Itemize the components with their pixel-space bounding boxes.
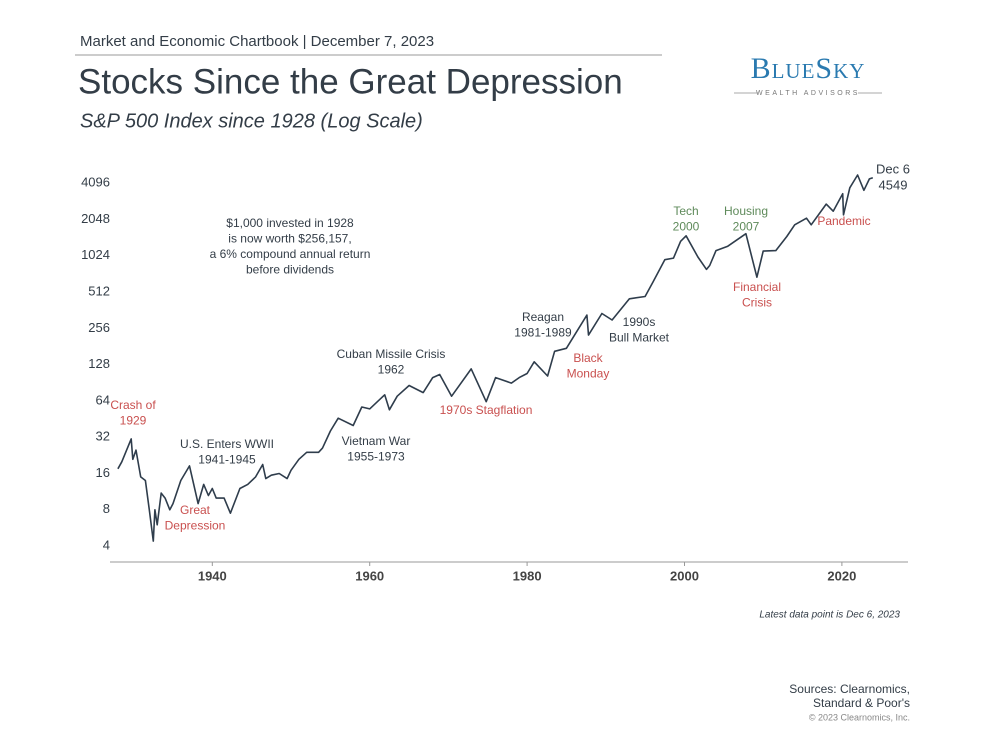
annotation: Crash of	[110, 398, 156, 412]
annotation: a 6% compound annual return	[210, 247, 371, 261]
annotation: Dec 6	[876, 161, 910, 176]
annotation: Black	[573, 351, 603, 365]
y-tick-label: 256	[88, 320, 110, 335]
header: Market and Economic Chartbook | December…	[80, 33, 434, 50]
annotation: Depression	[165, 519, 226, 533]
annotation: is now worth $256,157,	[228, 232, 351, 246]
annotation: $1,000 invested in 1928	[226, 216, 354, 230]
annotation: Crisis	[742, 296, 772, 310]
annotation: Tech	[673, 204, 698, 218]
y-tick-label: 512	[88, 284, 110, 299]
y-tick-label: 16	[96, 465, 110, 480]
y-tick-label: 2048	[81, 211, 110, 226]
annotation: Vietnam War	[342, 434, 411, 448]
price-line	[117, 174, 874, 542]
annotation: Pandemic	[817, 214, 870, 228]
chart-note: Latest data point is Dec 6, 2023	[759, 610, 900, 621]
logo-name: BlueSky	[751, 52, 866, 85]
annotation: Bull Market	[609, 331, 670, 345]
x-tick-label: 2000	[670, 568, 699, 583]
annotation: before dividends	[246, 263, 334, 277]
annotation: Cuban Missile Crisis	[337, 347, 446, 361]
annotation: U.S. Enters WWII	[180, 437, 274, 451]
annotation: Monday	[567, 367, 610, 381]
logo-tagline: WEALTH ADVISORS	[756, 90, 860, 97]
annotation: 1970s Stagflation	[440, 403, 533, 417]
y-tick-label: 32	[96, 429, 110, 444]
copyright: © 2023 Clearnomics, Inc.	[809, 712, 910, 722]
y-tick-label: 128	[88, 356, 110, 371]
source: Standard & Poor's	[813, 696, 910, 710]
source: Sources: Clearnomics,	[789, 682, 910, 696]
annotation: 1962	[378, 363, 405, 377]
annotation: 1981-1989	[514, 326, 572, 340]
annotation: Reagan	[522, 310, 564, 324]
annotation: 1929	[120, 414, 147, 428]
annotation: 4549	[879, 177, 908, 192]
annotation: 1990s	[623, 315, 656, 329]
annotation: 1955-1973	[347, 450, 405, 464]
annotation: 1941-1945	[198, 453, 256, 467]
chart-subtitle: S&P 500 Index since 1928 (Log Scale)	[80, 110, 423, 132]
x-tick-label: 2020	[827, 568, 856, 583]
y-tick-label: 4096	[81, 175, 110, 190]
annotation: 2007	[733, 220, 760, 234]
annotation: Housing	[724, 204, 768, 218]
annotation: 2000	[673, 220, 700, 234]
x-tick-label: 1960	[355, 568, 384, 583]
chart-title: Stocks Since the Great Depression	[78, 62, 623, 101]
x-tick-label: 1940	[198, 568, 227, 583]
y-tick-label: 1024	[81, 247, 110, 262]
annotation: Financial	[733, 280, 781, 294]
y-tick-label: 64	[96, 392, 110, 407]
annotation: Great	[180, 503, 211, 517]
y-tick-label: 8	[103, 501, 110, 516]
x-tick-label: 1980	[513, 568, 542, 583]
y-tick-label: 4	[103, 537, 110, 552]
